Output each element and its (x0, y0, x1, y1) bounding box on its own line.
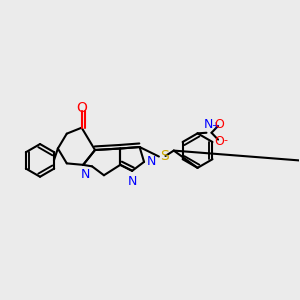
Text: +: + (212, 121, 220, 131)
Text: O: O (76, 101, 87, 116)
Text: S: S (160, 148, 169, 163)
Text: O: O (214, 135, 224, 148)
Text: N: N (204, 118, 213, 131)
Text: N: N (128, 175, 137, 188)
Text: N: N (146, 155, 156, 168)
Text: O: O (214, 118, 224, 131)
Text: -: - (223, 135, 227, 145)
Text: N: N (81, 168, 91, 181)
